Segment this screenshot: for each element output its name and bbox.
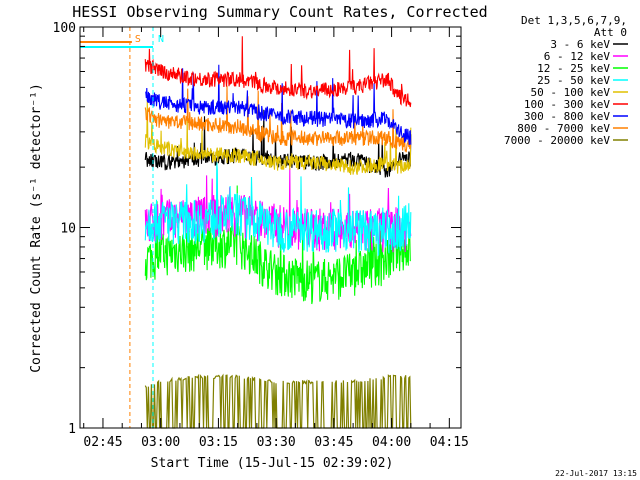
chart-title: HESSI Observing Summary Count Rates, Cor… xyxy=(72,3,487,21)
legend-entry-label: 800 - 7000 keV xyxy=(517,122,610,135)
axes: 1 10 100 02:45 03:00 03:15 03:30 03:45 04:00 04:1… xyxy=(53,21,469,450)
series-line-300-800-keV xyxy=(145,64,412,145)
legend-entry-label: 25 - 50 keV xyxy=(537,74,610,87)
legend-entry-label: 50 - 100 keV xyxy=(531,86,611,99)
x-tick-label: 04:15 xyxy=(430,435,469,450)
legend-entry-label: 12 - 25 keV xyxy=(537,62,610,75)
x-axis-label: Start Time (15-Jul-15 02:39:02) xyxy=(151,456,394,471)
legend-entry-label: 7000 - 20000 keV xyxy=(504,134,610,147)
legend-header-line-1: Det 1,3,5,6,7,9, xyxy=(521,14,627,27)
y-tick-label: 10 xyxy=(60,222,76,237)
annotation-label-n: N xyxy=(158,34,164,45)
y-axis-label: Corrected Count Rate (s⁻¹ detector⁻¹) xyxy=(29,83,44,373)
x-tick-label: 03:30 xyxy=(257,435,296,450)
x-tick-label: 04:00 xyxy=(372,435,411,450)
x-tick-label: 03:00 xyxy=(141,435,180,450)
legend-entry-label: 6 - 12 keV xyxy=(544,50,611,63)
series-line-25-50-keV xyxy=(144,162,412,257)
y-tick-label: 1 xyxy=(68,422,76,437)
x-tick-label: 03:45 xyxy=(314,435,353,450)
series-line-100-300-keV xyxy=(144,36,412,108)
legend-entry-label: 3 - 6 keV xyxy=(550,38,610,51)
timestamp-footer: 22-Jul-2017 13:15 xyxy=(555,469,637,478)
y-tick-label: 100 xyxy=(53,21,76,36)
annotation-label-s: S xyxy=(135,34,141,45)
legend-header-line-2: Att 0 xyxy=(594,26,627,39)
legend-entry-label: 100 - 300 keV xyxy=(524,98,610,111)
series-line-800-7000-keV xyxy=(144,85,412,153)
series-line-12-25-keV xyxy=(144,185,412,305)
legend-entry-label: 300 - 800 keV xyxy=(524,110,610,123)
x-tick-label: 03:15 xyxy=(199,435,238,450)
series-line-50-100-keV xyxy=(144,99,412,175)
x-tick-label: 02:45 xyxy=(83,435,122,450)
